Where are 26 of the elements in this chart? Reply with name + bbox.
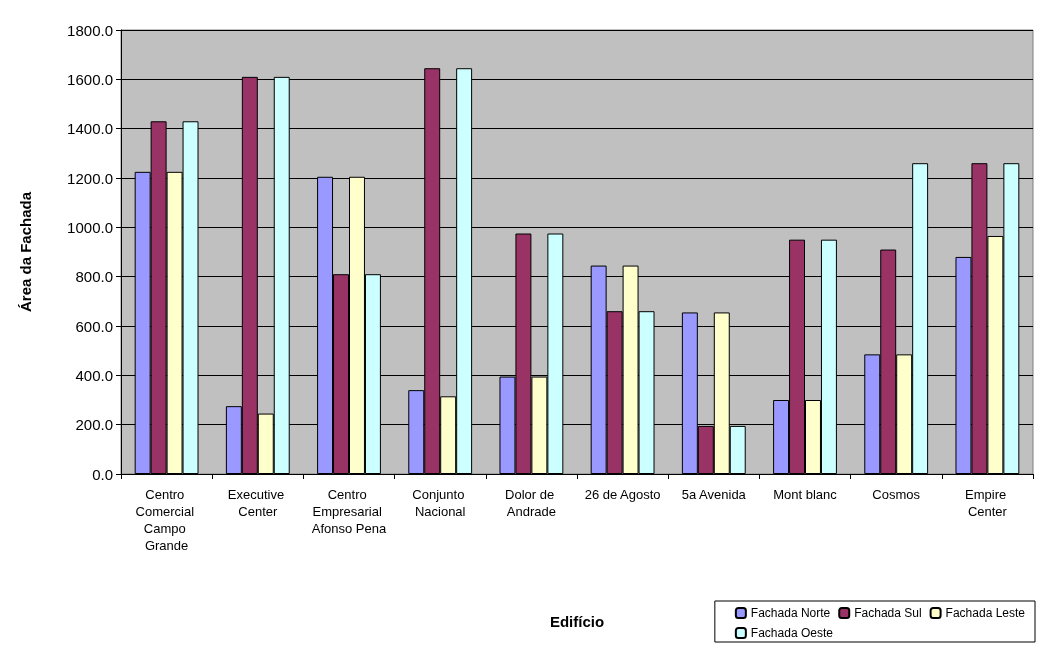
x-tick-label: Empire Center (965, 487, 1010, 519)
y-tick-label: 1400.0 (67, 120, 113, 138)
x-tick-label: Centro Empresarial Afonso Pena (311, 487, 387, 536)
x-tick-label: Executive Center (227, 487, 288, 519)
y-tick-label: 800.0 (75, 268, 113, 286)
x-tick-label: 26 de Agosto (584, 487, 661, 502)
x-axis-title: Edifício (549, 613, 605, 630)
legend-label: Fachada Norte (750, 606, 831, 620)
y-axis-title: Área da Fachada (17, 191, 34, 313)
y-tick-label: 0.0 (92, 465, 113, 483)
x-tick-label: Dolor de Andrade (505, 487, 558, 519)
legend-label: Fachada Oeste (750, 626, 834, 640)
y-tick-label: 1200.0 (67, 169, 113, 187)
legend-label: Fachada Sul (854, 606, 922, 620)
x-tick-label: Mont blanc (773, 487, 838, 502)
x-tick-label: Cosmos (872, 487, 921, 502)
y-tick-label: 1000.0 (67, 218, 113, 236)
x-tick-label: Conjunto Nacional (412, 487, 469, 519)
y-tick-label: 200.0 (75, 416, 113, 434)
y-tick-label: 600.0 (75, 317, 113, 335)
y-tick-label: 1800.0 (67, 21, 113, 39)
y-tick-label: 400.0 (75, 366, 113, 384)
x-tick-label: 5a Avenida (681, 487, 747, 502)
legend-label: Fachada Leste (945, 606, 1026, 620)
x-tick-label: Centro Comercial Campo Grande (135, 487, 198, 553)
y-tick-label: 1600.0 (67, 70, 113, 88)
